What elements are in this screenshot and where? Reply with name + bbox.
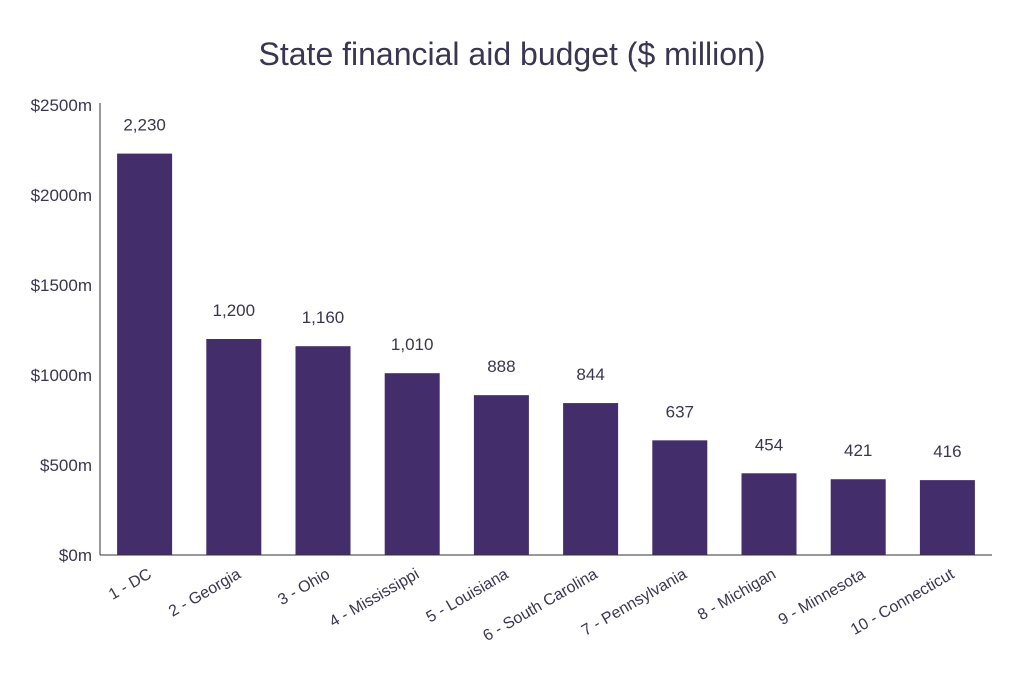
data-label: 416 [933, 442, 961, 461]
data-label: 844 [576, 365, 604, 384]
data-label: 2,230 [123, 116, 166, 135]
y-tick-label: $2000m [31, 186, 92, 205]
data-label: 1,200 [213, 301, 256, 320]
data-label: 1,010 [391, 335, 434, 354]
chart-title: State financial aid budget ($ million) [259, 36, 766, 72]
data-label: 454 [755, 435, 783, 454]
bar [919, 480, 975, 555]
y-tick-label: $0m [59, 546, 92, 565]
y-axis-ticks: $0m $500m $1000m $1500m $2000m $2500m [31, 96, 92, 565]
bar [741, 473, 797, 555]
y-tick-label: $2500m [31, 96, 92, 115]
bar [206, 339, 262, 555]
data-label: 888 [487, 357, 515, 376]
data-label: 1,160 [302, 308, 345, 327]
x-tick-label: 4 - Mississippi [327, 566, 423, 631]
bar [563, 403, 619, 555]
x-tick-label: 2 - Georgia [166, 566, 244, 621]
y-tick-label: $500m [40, 456, 92, 475]
data-label: 421 [844, 441, 872, 460]
x-tick-label: 8 - Michigan [695, 566, 779, 624]
bar [117, 153, 173, 555]
x-tick-label: 5 - Louisiana [424, 566, 512, 627]
bars [117, 153, 975, 555]
bar [473, 395, 529, 555]
x-tick-label: 3 - Ohio [275, 566, 333, 609]
data-label: 637 [666, 402, 694, 421]
x-tick-label: 1 - DC [106, 566, 155, 604]
data-labels: 2,230 1,200 1,160 1,010 888 844 637 454 421 416 [123, 116, 961, 462]
bar [384, 373, 440, 555]
bar [295, 346, 351, 555]
y-tick-label: $1500m [31, 276, 92, 295]
y-tick-label: $1000m [31, 366, 92, 385]
bar [652, 440, 708, 555]
bar [830, 479, 886, 555]
